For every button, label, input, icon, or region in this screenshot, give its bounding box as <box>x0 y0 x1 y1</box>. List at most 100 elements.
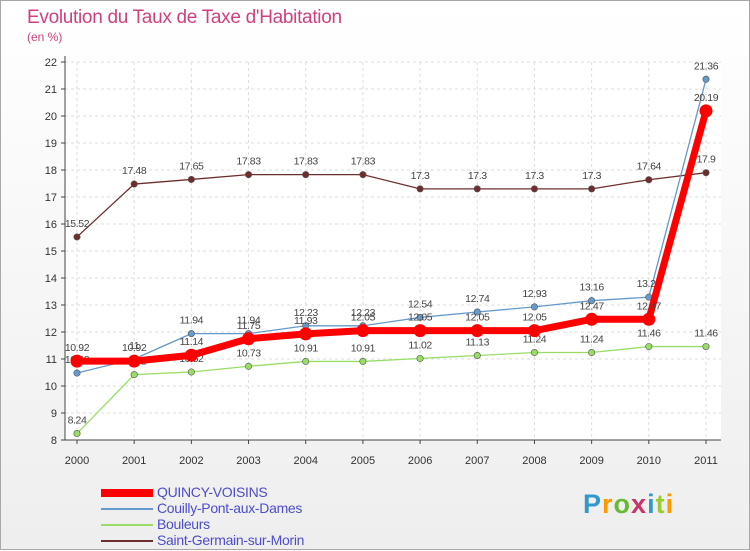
y-tick-label: 11 <box>46 354 57 366</box>
data-point-bouleurs <box>416 354 424 362</box>
x-tick-label: 2007 <box>465 455 489 467</box>
y-tick-label: 12 <box>45 327 57 339</box>
y-tick-label: 9 <box>51 408 57 420</box>
legend-swatch-quincy-voisins <box>101 489 153 497</box>
x-tick-label: 2011 <box>694 455 718 467</box>
data-point-quincy-voisins <box>70 354 84 368</box>
data-point-saint-germain-sur-morin <box>302 171 310 179</box>
data-point-quincy-voisins <box>356 324 370 338</box>
data-point-saint-germain-sur-morin <box>130 180 138 188</box>
data-point-quincy-voisins <box>242 332 256 346</box>
x-tick-label: 2004 <box>293 455 317 467</box>
data-point-bouleurs <box>130 371 138 379</box>
data-label-saint-germain-sur-morin: 17.3 <box>411 170 430 182</box>
data-label-quincy-voisins: 20.19 <box>694 92 719 104</box>
data-point-quincy-voisins <box>184 348 198 362</box>
legend-swatch-saint-germain-sur-morin <box>101 540 153 542</box>
data-point-couilly-pont-aux-dames <box>473 308 481 316</box>
x-tick-label: 2006 <box>408 455 432 467</box>
data-point-bouleurs <box>187 368 195 376</box>
data-point-quincy-voisins <box>470 324 484 338</box>
data-label-saint-germain-sur-morin: 17.3 <box>525 170 544 182</box>
data-point-bouleurs <box>302 357 310 365</box>
logo-letter: o <box>613 489 632 519</box>
data-point-bouleurs <box>588 349 596 357</box>
data-label-saint-germain-sur-morin: 17.64 <box>637 161 662 173</box>
data-label-bouleurs: 11.46 <box>637 328 661 340</box>
data-label-quincy-voisins: 11.75 <box>237 320 261 332</box>
data-label-couilly-pont-aux-dames: 12.74 <box>465 293 490 305</box>
data-point-saint-germain-sur-morin <box>473 185 481 193</box>
logo-letter: i <box>647 489 656 519</box>
logo-letter: x <box>631 489 648 519</box>
data-label-quincy-voisins: 12.05 <box>522 312 547 324</box>
data-label-couilly-pont-aux-dames: 12.54 <box>408 298 433 310</box>
data-point-quincy-voisins <box>413 324 427 338</box>
data-label-bouleurs: 11.24 <box>523 334 547 346</box>
data-point-bouleurs <box>702 343 710 351</box>
series-line-quincy-voisins <box>73 107 710 365</box>
data-label-saint-germain-sur-morin: 17.9 <box>697 154 716 166</box>
data-point-saint-germain-sur-morin <box>645 176 653 184</box>
data-label-saint-germain-sur-morin: 17.83 <box>294 156 319 168</box>
y-tick-label: 19 <box>45 138 57 150</box>
data-point-saint-germain-sur-morin <box>416 185 424 193</box>
y-tick-label: 20 <box>45 111 57 123</box>
logo-letter: P <box>583 489 603 519</box>
data-label-couilly-pont-aux-dames: 11 <box>129 340 140 352</box>
data-label-quincy-voisins: 12.05 <box>465 312 490 324</box>
legend-swatch-bouleurs <box>101 524 153 526</box>
data-point-couilly-pont-aux-dames <box>187 330 195 338</box>
y-tick-label: 21 <box>45 84 57 96</box>
data-point-quincy-voisins <box>127 354 141 368</box>
data-label-bouleurs: 11.46 <box>694 328 718 340</box>
logo-letter: r <box>602 489 614 519</box>
data-label-couilly-pont-aux-dames: 13.16 <box>579 282 604 294</box>
data-label-couilly-pont-aux-dames: 12.23 <box>294 307 319 319</box>
y-tick-label: 14 <box>45 273 57 285</box>
proxiti-logo: Proxiti <box>583 489 674 520</box>
y-tick-label: 10 <box>45 381 57 393</box>
series-line-saint-germain-sur-morin <box>76 172 707 238</box>
logo-letter: i <box>665 489 675 519</box>
data-label-bouleurs: 11.02 <box>408 339 432 351</box>
data-label-couilly-pont-aux-dames: 12.93 <box>522 288 547 300</box>
data-label-bouleurs: 10.91 <box>294 342 319 354</box>
data-label-couilly-pont-aux-dames: 11.94 <box>237 315 261 327</box>
data-point-saint-germain-sur-morin <box>73 233 81 241</box>
data-point-bouleurs <box>73 430 81 438</box>
x-tick-label: 2005 <box>351 455 375 467</box>
data-point-saint-germain-sur-morin <box>245 171 253 179</box>
data-point-quincy-voisins <box>642 312 656 326</box>
data-label-bouleurs: 10.91 <box>351 342 376 354</box>
data-label-quincy-voisins: 11.14 <box>180 336 204 348</box>
data-label-saint-germain-sur-morin: 17.83 <box>351 156 376 168</box>
data-point-couilly-pont-aux-dames <box>73 369 81 377</box>
series-line-couilly-pont-aux-dames <box>76 78 707 374</box>
legend-label-bouleurs: Bouleurs <box>157 516 210 532</box>
data-label-quincy-voisins: 11.93 <box>294 315 318 327</box>
data-label-saint-germain-sur-morin: 17.3 <box>582 170 601 182</box>
data-label-bouleurs: 8.24 <box>68 415 87 427</box>
data-point-saint-germain-sur-morin <box>530 185 538 193</box>
data-label-quincy-voisins: 12.05 <box>408 312 433 324</box>
data-label-bouleurs: 11.24 <box>580 334 604 346</box>
y-tick-label: 8 <box>51 435 57 447</box>
data-point-bouleurs <box>245 362 253 370</box>
chart-title: Evolution du Taux de Taxe d'Habitation <box>27 7 342 28</box>
data-label-couilly-pont-aux-dames: 11.94 <box>180 315 204 327</box>
data-label-saint-germain-sur-morin: 15.52 <box>65 218 90 230</box>
y-axis-unit-label: (en %) <box>27 30 63 44</box>
x-tick-label: 2003 <box>236 455 260 467</box>
data-point-bouleurs <box>473 351 481 359</box>
x-tick-label: 2010 <box>637 455 661 467</box>
data-label-quincy-voisins: 10.92 <box>65 342 90 354</box>
legend-label-saint-germain-sur-morin: Saint-Germain-sur-Morin <box>157 532 305 548</box>
x-tick-label: 2008 <box>522 455 546 467</box>
data-label-quincy-voisins: 12.47 <box>579 300 604 312</box>
data-point-saint-germain-sur-morin <box>187 175 195 183</box>
y-tick-label: 17 <box>45 192 57 204</box>
y-tick-label: 15 <box>45 246 57 258</box>
data-point-couilly-pont-aux-dames <box>702 75 710 83</box>
